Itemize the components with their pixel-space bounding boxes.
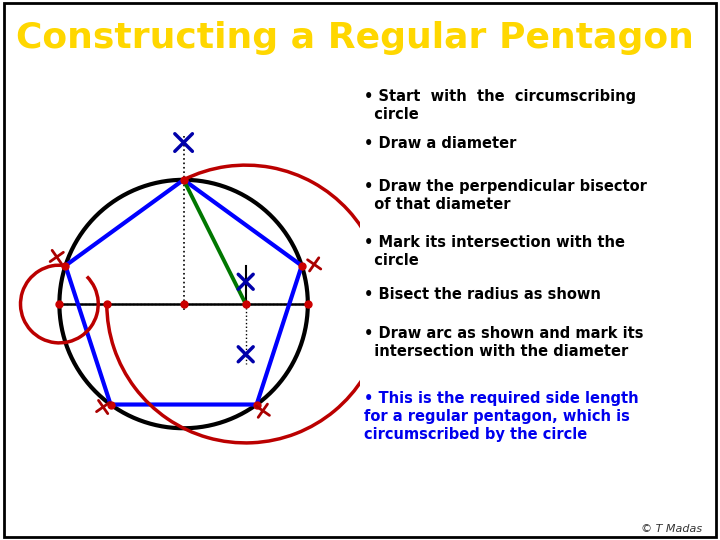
Text: • Draw the perpendicular bisector
  of that diameter: • Draw the perpendicular bisector of tha… xyxy=(364,179,647,212)
Text: • Bisect the radius as shown: • Bisect the radius as shown xyxy=(364,287,600,302)
Text: • Start  with  the  circumscribing
  circle: • Start with the circumscribing circle xyxy=(364,89,636,122)
Text: • Mark its intersection with the
  circle: • Mark its intersection with the circle xyxy=(364,235,625,268)
Text: • Draw a diameter: • Draw a diameter xyxy=(364,136,516,151)
Text: © T Madas: © T Madas xyxy=(641,523,702,534)
Text: Constructing a Regular Pentagon: Constructing a Regular Pentagon xyxy=(16,22,693,55)
Text: • This is the required side length
for a regular pentagon, which is
circumscribe: • This is the required side length for a… xyxy=(364,391,638,442)
Text: • Draw arc as shown and mark its
  intersection with the diameter: • Draw arc as shown and mark its interse… xyxy=(364,326,643,359)
